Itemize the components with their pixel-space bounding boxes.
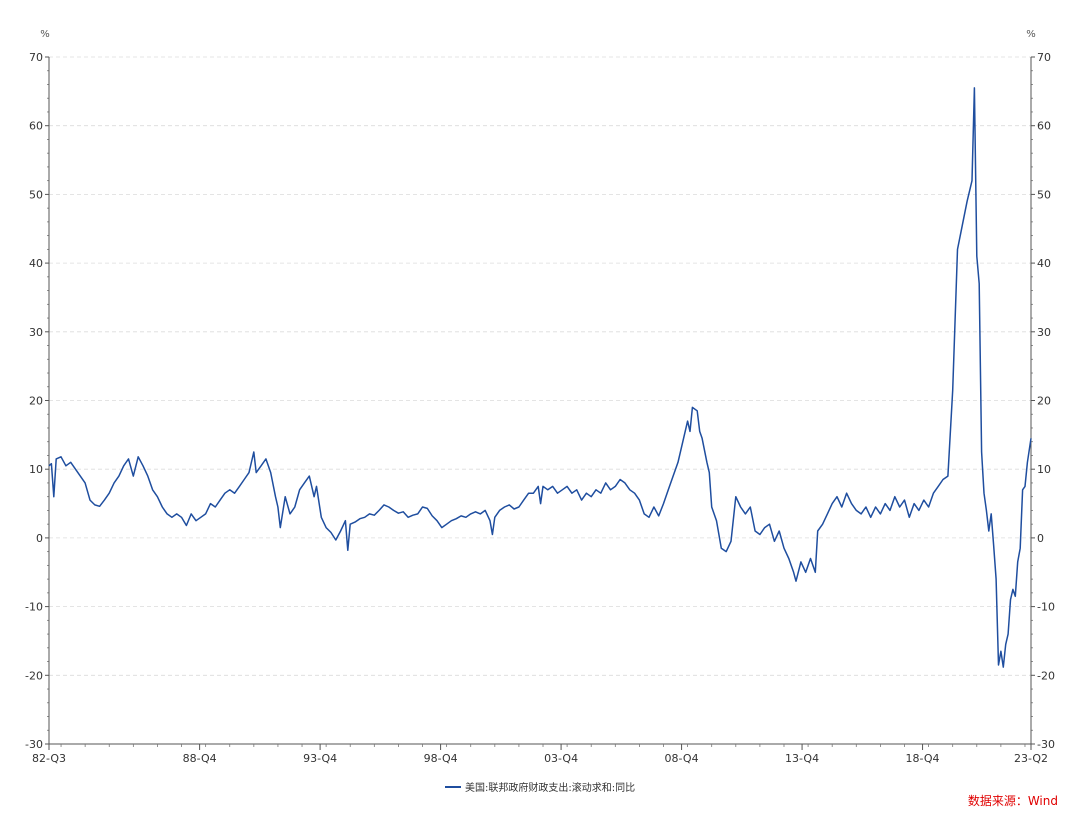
y-tick-label-right: 40	[1037, 257, 1051, 270]
y-unit-label-left: %	[40, 29, 50, 40]
y-tick-label-left: -10	[25, 601, 43, 614]
data-source-note: 数据来源：Wind	[967, 794, 1058, 808]
y-tick-label-right: -20	[1037, 669, 1055, 682]
series-line	[48, 87, 1032, 668]
x-tick-label: 98-Q4	[424, 752, 458, 765]
y-tick-label-left: 60	[29, 120, 43, 133]
y-tick-label-left: 70	[29, 51, 43, 64]
y-tick-label-right: 70	[1037, 51, 1051, 64]
y-tick-label-left: 0	[36, 532, 43, 545]
series-layer	[48, 87, 1032, 668]
x-tick-label: 23-Q2	[1014, 752, 1048, 765]
y-tick-label-left: 10	[29, 463, 43, 476]
axes: -30 -30 -20 -20 -10 -10 0 0 10 10 20 20 30 30 40 40 50 50…	[25, 29, 1055, 765]
y-tick-label-left: 40	[29, 257, 43, 270]
x-tick-label: 88-Q4	[183, 752, 217, 765]
x-tick-label: 82-Q3	[32, 752, 66, 765]
x-tick-label: 93-Q4	[303, 752, 337, 765]
legend: 美国:联邦政府财政支出:滚动求和:同比	[445, 781, 635, 794]
y-tick-label-left: -20	[25, 669, 43, 682]
y-tick-label-right: 50	[1037, 188, 1051, 201]
y-tick-label-left: -30	[25, 738, 43, 751]
y-tick-label-right: 0	[1037, 532, 1044, 545]
x-tick-label: 18-Q4	[906, 752, 940, 765]
x-tick-label: 13-Q4	[785, 752, 819, 765]
y-tick-label-right: 60	[1037, 120, 1051, 133]
y-tick-label-right: -30	[1037, 738, 1055, 751]
y-unit-label-right: %	[1026, 29, 1036, 40]
y-tick-label-left: 20	[29, 395, 43, 408]
x-tick-label: 08-Q4	[665, 752, 699, 765]
y-tick-label-left: 50	[29, 188, 43, 201]
legend-label: 美国:联邦政府财政支出:滚动求和:同比	[465, 781, 635, 794]
gridlines	[49, 56, 1031, 676]
x-tick-label: 03-Q4	[544, 752, 578, 765]
y-tick-label-right: 10	[1037, 463, 1051, 476]
y-tick-label-right: -10	[1037, 601, 1055, 614]
y-tick-label-right: 20	[1037, 395, 1051, 408]
y-tick-label-right: 30	[1037, 326, 1051, 339]
y-tick-label-left: 30	[29, 326, 43, 339]
